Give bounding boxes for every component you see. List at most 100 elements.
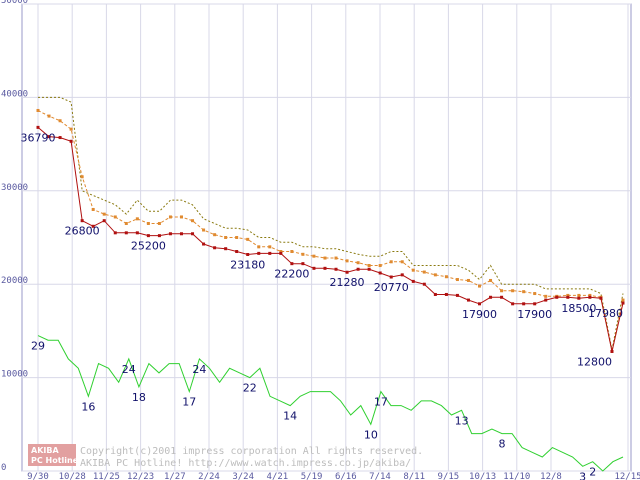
series-point-min (411, 279, 415, 283)
x-axis: 9/30 10/28 11/25 12/23 1/27 2/24 3/24 4/21 5/19 6… (27, 472, 640, 480)
series-point-average (334, 256, 338, 260)
series-point-min (323, 266, 327, 270)
y-tick-label: 20000 (1, 276, 28, 286)
series-point-average (191, 219, 195, 223)
series-point-average (367, 264, 371, 268)
series-point-min (577, 296, 581, 300)
series-point-min (91, 224, 95, 228)
series-point-average (411, 268, 415, 272)
series-point-average (91, 207, 95, 211)
series-point-average (522, 290, 526, 294)
data-label: 25200 (131, 240, 166, 253)
series-point-average (135, 217, 139, 221)
series-layer (36, 96, 625, 472)
series-point-average (621, 298, 625, 302)
data-label: 16 (81, 400, 95, 413)
x-tick-label: 11/25 (93, 472, 120, 480)
y-tick-label: 50000 (1, 0, 28, 6)
x-tick-label: 10/13 (469, 472, 496, 480)
series-point-average (577, 293, 581, 297)
series-point-average (69, 127, 73, 131)
series-point-average (533, 292, 537, 296)
series-point-average (246, 237, 250, 241)
series-point-average (389, 260, 393, 264)
series-point-min (511, 302, 515, 306)
series-point-min (455, 293, 459, 297)
series-point-min (422, 282, 426, 286)
series-point-min (444, 292, 448, 296)
series-point-min (621, 301, 625, 305)
series-point-min (257, 251, 261, 255)
series-point-min (555, 295, 559, 299)
series-line-shops (37, 335, 624, 472)
series-point-min (224, 247, 228, 251)
series-point-average (566, 293, 570, 297)
series-line-average (37, 110, 624, 352)
series-point-min (213, 246, 217, 250)
series-point-min (268, 251, 272, 255)
series-point-average (588, 293, 592, 297)
data-labels: 36790 26800 25200 23180 22200 21280 20770 17900… (21, 131, 624, 480)
series-point-min (202, 242, 206, 246)
series-point-average (345, 259, 349, 263)
series-point-min (599, 296, 603, 300)
y-tick-label: 10000 (1, 370, 28, 380)
series-point-average (268, 245, 272, 249)
series-point-average (102, 212, 106, 216)
series-point-min (235, 250, 239, 254)
data-label: 36790 (21, 131, 56, 144)
logo-bottom: PC Hotline! (31, 456, 82, 465)
series-point-average (466, 278, 470, 282)
series-point-min (157, 234, 161, 238)
series-point-min (36, 125, 40, 129)
series-point-min (69, 139, 73, 143)
series-point-min (312, 266, 316, 270)
series-point-min (191, 232, 195, 236)
series-point-average (146, 221, 150, 225)
series-point-average (378, 264, 382, 268)
series-point-average (224, 236, 228, 239)
series-point-average (47, 114, 51, 118)
series-point-average (179, 215, 183, 219)
data-label: 8 (498, 438, 505, 451)
series-point-average (444, 275, 448, 279)
y-tick-label: 30000 (1, 183, 28, 193)
series-point-min (146, 234, 150, 238)
x-tick-label: 8/11 (403, 472, 425, 480)
x-tick-label: 6/16 (335, 472, 357, 480)
series-point-average (36, 108, 40, 112)
x-tick-label: 7/14 (369, 472, 391, 480)
series-point-average (113, 215, 117, 219)
url-line: AKIBA PC Hotline! http://www.watch.impre… (80, 458, 411, 469)
series-point-average (400, 260, 404, 264)
series-point-min (433, 292, 437, 296)
series-point-average (489, 278, 493, 282)
x-tick-label: 12/23 (127, 472, 154, 480)
x-tick-label: 9/30 (27, 472, 49, 480)
logo-top: AKIBA (31, 446, 59, 455)
series-line-max (38, 96, 624, 350)
series-point-average (478, 284, 482, 288)
series-point-average (80, 175, 84, 179)
series-point-average (168, 215, 172, 219)
data-label: 17 (374, 396, 388, 409)
series-point-min (58, 136, 62, 140)
data-label: 13 (455, 414, 469, 427)
series-point-average (279, 250, 283, 254)
data-label: 2 (589, 466, 596, 479)
data-label: 29 (31, 340, 45, 353)
series-point-min (466, 298, 470, 302)
series-point-min (610, 349, 614, 353)
data-label: 20770 (374, 281, 409, 294)
series-point-min (246, 252, 250, 256)
data-label: 26800 (65, 225, 100, 238)
series-point-min (566, 295, 570, 299)
series-point-average (356, 261, 360, 265)
series-point-min (533, 302, 537, 306)
series-point-min (102, 219, 106, 223)
data-label: 18 (132, 391, 146, 404)
series-point-min (522, 302, 526, 306)
data-label: 17900 (517, 308, 552, 321)
grid (22, 3, 631, 472)
